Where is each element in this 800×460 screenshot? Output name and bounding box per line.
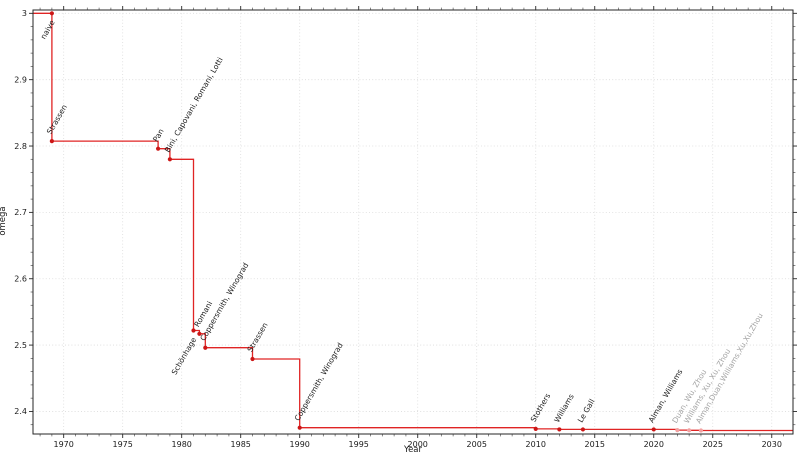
y-tick-label: 2.6 — [14, 275, 27, 284]
x-tick-label: 1995 — [349, 440, 369, 449]
point-label: Schönhage — [170, 335, 199, 376]
data-point — [203, 345, 208, 350]
data-point — [557, 427, 562, 432]
data-point — [651, 427, 656, 432]
plot-border — [32, 9, 794, 435]
point-label: Strassen — [45, 103, 69, 136]
point-label: Le Gall — [576, 397, 597, 424]
data-point — [297, 425, 302, 430]
omega-step-line — [33, 12, 793, 432]
x-tick-label: 2020 — [644, 440, 664, 449]
point-label: naive — [39, 18, 57, 41]
point-label: Coppersmith, Winograd — [293, 341, 345, 423]
x-tick-label: 2010 — [526, 440, 546, 449]
x-tick-label: 2030 — [762, 440, 782, 449]
y-tick-label: 2.8 — [14, 142, 27, 151]
data-layer — [33, 11, 793, 433]
data-point — [155, 146, 161, 151]
x-tick-label: 1980 — [172, 440, 192, 449]
x-tick-label: 2000 — [408, 440, 428, 449]
data-point — [533, 426, 538, 431]
point-label: Williams — [552, 392, 576, 424]
point-label: Pan — [151, 127, 166, 143]
y-tick-label: 2.7 — [14, 208, 27, 217]
y-tick-label: 3 — [22, 9, 27, 18]
x-tick-label: 1970 — [54, 440, 74, 449]
point-label: Alman,Duan,Williams,Xu,Xu,Zhou — [694, 311, 765, 425]
data-point — [191, 328, 196, 333]
y-tick-label: 2.4 — [14, 407, 27, 416]
data-point — [167, 157, 172, 162]
data-point — [675, 428, 680, 433]
data-point — [49, 11, 54, 16]
grid-lines — [33, 10, 793, 434]
x-tick-label: 2025 — [703, 440, 723, 449]
x-tick-label: 2015 — [585, 440, 605, 449]
data-point — [687, 428, 692, 433]
x-tick-label: 1985 — [231, 440, 251, 449]
point-label: Bini, Capovani, Romani, Lotti — [163, 56, 225, 154]
data-point — [698, 428, 704, 433]
y-axis-title: omega — [0, 206, 8, 236]
data-point — [49, 139, 54, 144]
point-label: Stothers — [529, 392, 553, 424]
data-point — [197, 331, 202, 336]
point-label: Strassen — [245, 321, 269, 354]
axis-ticks — [29, 6, 797, 438]
x-tick-label: 1975 — [113, 440, 133, 449]
data-point — [250, 356, 255, 362]
x-axis-title: Year — [404, 445, 422, 455]
x-tick-label: 1990 — [290, 440, 310, 449]
x-tick-label: 2005 — [467, 440, 487, 449]
tick-labels: 1970 1975 1980 1985 1990 1995 2000 2005 2010 2015… — [14, 9, 782, 449]
data-point — [580, 427, 586, 432]
y-tick-label: 2.5 — [14, 341, 27, 350]
y-tick-label: 2.9 — [14, 75, 27, 84]
